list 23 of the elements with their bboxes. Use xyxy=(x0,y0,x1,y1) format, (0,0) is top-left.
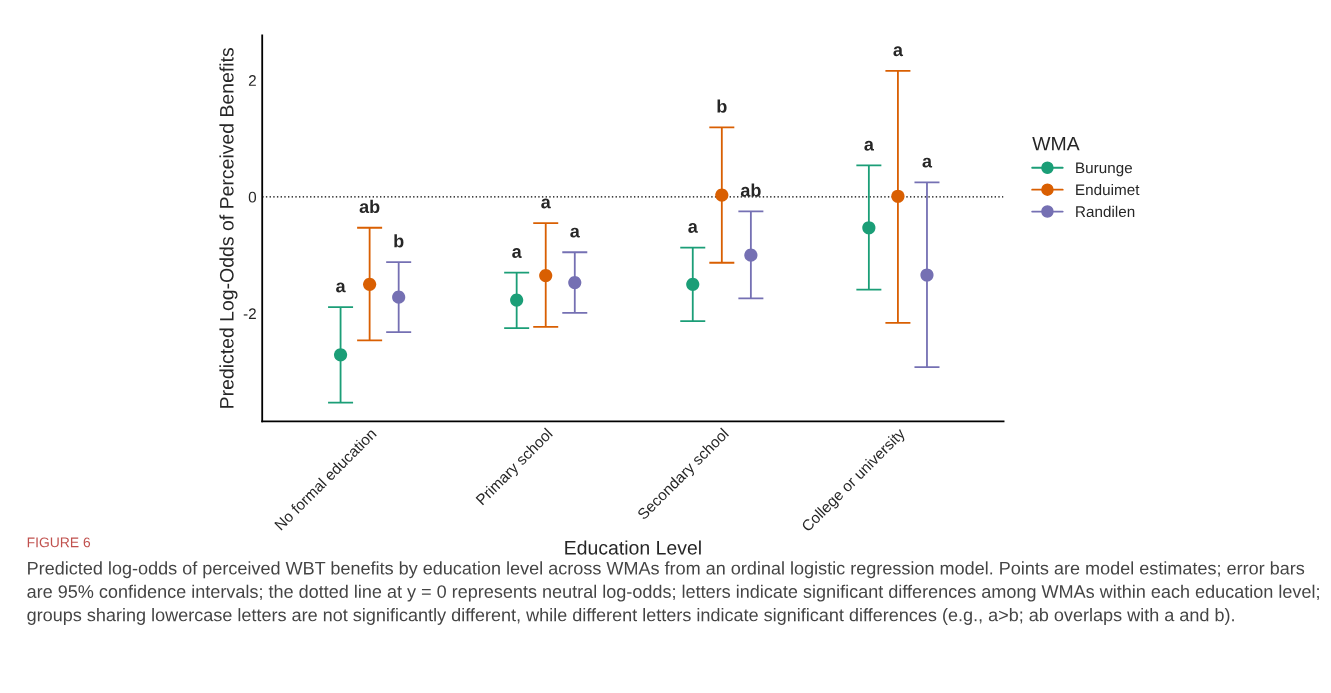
annotation: a xyxy=(336,282,346,293)
legend-label: Randilen xyxy=(1076,205,1135,218)
y-axis-title: Predicted Log-Odds of Perceived Benefits xyxy=(219,47,238,408)
y-tick-label: -2 xyxy=(243,308,256,320)
annotation: a xyxy=(570,227,580,238)
annotation: a xyxy=(864,140,874,151)
annotation: a xyxy=(541,198,551,209)
annotation: ab xyxy=(359,199,380,214)
caption: FIGURE 6 xyxy=(27,537,91,548)
legend-label: Enduimet xyxy=(1076,183,1140,196)
annotation: a xyxy=(512,248,522,258)
annotation: b xyxy=(394,234,404,248)
y-tick-label: 2 xyxy=(248,75,256,86)
annotation: a xyxy=(893,46,904,57)
y-tick-label: 0 xyxy=(248,191,257,203)
x-axis-title: Education Level xyxy=(565,540,701,555)
annotation: a xyxy=(688,223,698,233)
text: Predicted log-odds of perceived WBT benefits by education level across WMAs from an ordinal logistic regression model. Points are model estimates; error bars are 95% confidence intervals; the dotted line at y = 0 represents neutral log-odds; letters indicate significant differences among WMAs within each education level; groups sharing lowercase letters are not significantly different, while different letters indicate significant differences (e.g., a>b; ab overlaps with a and b). xyxy=(27,561,1319,625)
annotation: b xyxy=(717,99,727,113)
annotation: ab xyxy=(740,183,761,197)
legend-label: Burunge xyxy=(1076,162,1133,177)
legend-title: WMA xyxy=(1032,136,1080,151)
annotation: a xyxy=(922,157,933,168)
